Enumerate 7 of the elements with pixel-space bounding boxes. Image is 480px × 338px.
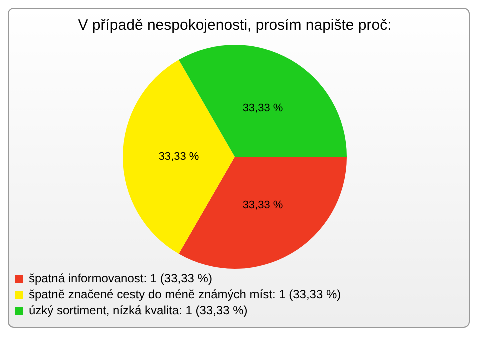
legend-label: špatná informovanost: 1 (33,33 %): [29, 271, 212, 286]
legend-label: špatně značené cesty do méně známých míst: 1 (33,33 %): [29, 287, 342, 302]
data-label: 33,33 %: [242, 102, 284, 115]
chart-title: V případě nespokojenosti, prosím napište proč:: [78, 17, 392, 34]
data-label: 33,33 %: [158, 151, 200, 164]
data-label: 33,33 %: [242, 200, 284, 212]
legend-label: úzký sortiment, nízká kvalita: 1 (33,33 %): [29, 303, 248, 318]
